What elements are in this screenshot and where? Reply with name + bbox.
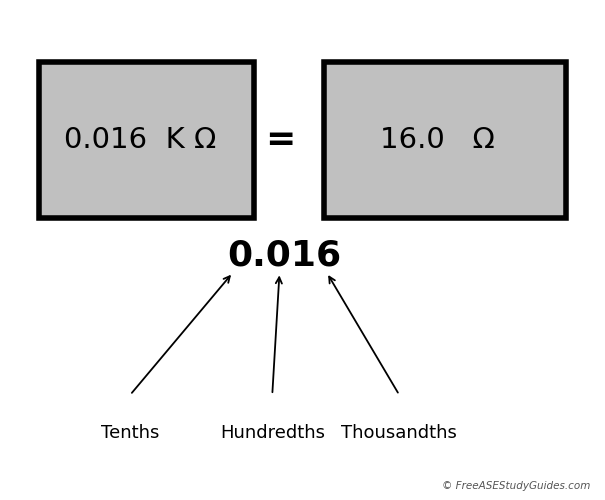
Text: 0.016  K Ω: 0.016 K Ω (64, 126, 217, 154)
Bar (39, 62, 254, 218)
Text: © FreeASEStudyGuides.com: © FreeASEStudyGuides.com (442, 481, 590, 491)
Text: Hundredths: Hundredths (220, 424, 325, 442)
Bar (324, 62, 566, 218)
Text: 16.0   Ω: 16.0 Ω (380, 126, 495, 154)
Text: =: = (265, 123, 295, 157)
Text: Tenths: Tenths (101, 424, 159, 442)
Text: 0.016: 0.016 (227, 238, 341, 272)
Text: Thousandths: Thousandths (341, 424, 457, 442)
